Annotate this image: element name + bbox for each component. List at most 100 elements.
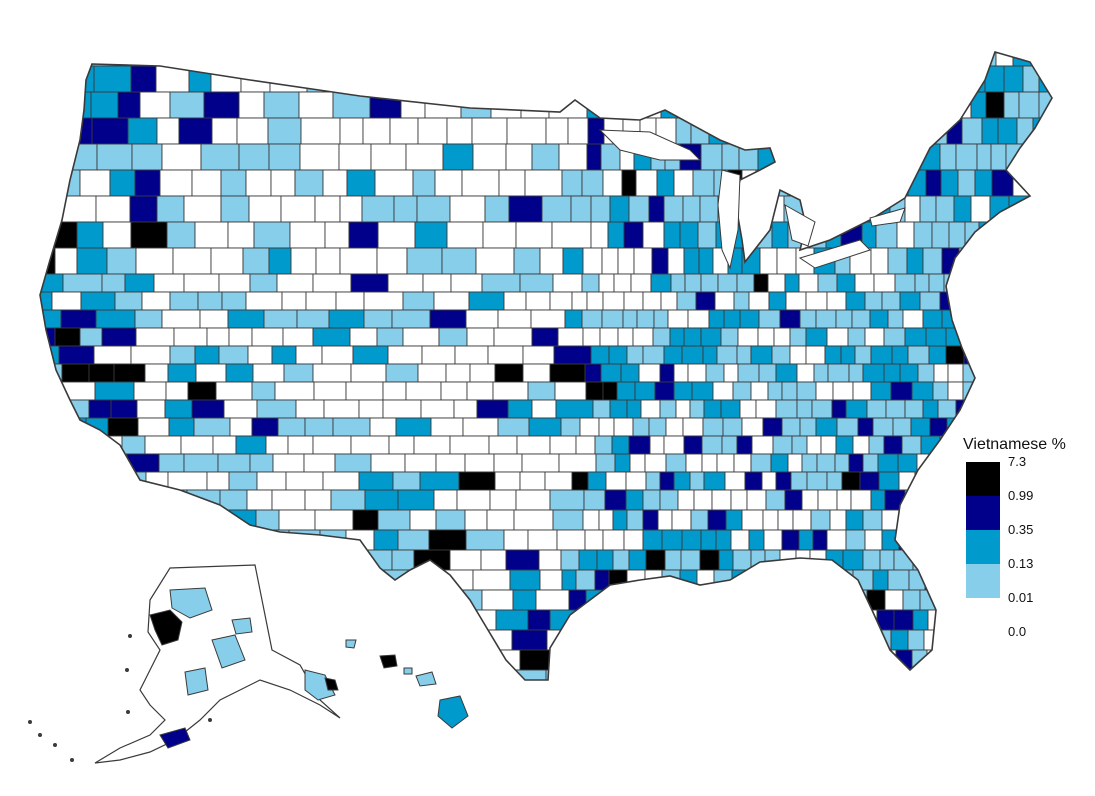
county — [887, 309, 904, 329]
county — [584, 363, 602, 383]
county — [169, 345, 196, 365]
county — [636, 309, 655, 329]
county — [725, 91, 744, 119]
county — [54, 529, 84, 551]
county — [112, 629, 148, 651]
county — [743, 65, 760, 93]
county — [57, 669, 83, 680]
county — [129, 195, 158, 223]
county — [582, 509, 600, 531]
county — [590, 195, 611, 223]
county — [482, 221, 517, 249]
county — [55, 381, 96, 401]
county — [990, 399, 1007, 419]
county — [389, 117, 419, 145]
county — [497, 417, 530, 437]
county — [937, 91, 956, 119]
county — [963, 345, 983, 365]
county — [870, 345, 893, 365]
county — [602, 169, 623, 197]
county — [771, 345, 791, 365]
county — [234, 529, 266, 551]
county — [1031, 169, 1052, 197]
county — [635, 609, 658, 631]
county — [601, 247, 619, 275]
county — [102, 221, 132, 249]
county — [827, 363, 850, 383]
county — [883, 435, 903, 455]
county — [904, 195, 921, 223]
county — [252, 363, 285, 383]
county — [40, 247, 56, 275]
county — [873, 273, 896, 293]
county — [159, 169, 193, 197]
county — [882, 52, 905, 67]
county — [614, 453, 631, 473]
county — [810, 509, 831, 531]
county — [932, 381, 949, 401]
county — [339, 247, 378, 275]
county — [40, 345, 60, 365]
county — [210, 247, 244, 275]
county — [167, 471, 208, 491]
county — [617, 327, 634, 347]
county — [449, 435, 490, 455]
county — [218, 345, 249, 365]
county — [931, 221, 950, 249]
county — [493, 327, 533, 347]
county — [40, 453, 58, 473]
county — [700, 327, 722, 347]
county — [1018, 690, 1037, 710]
county — [475, 247, 515, 275]
county — [718, 549, 734, 571]
county — [287, 435, 314, 455]
county — [822, 117, 840, 145]
county — [896, 65, 915, 93]
county — [1022, 381, 1043, 401]
county — [687, 309, 710, 329]
county — [672, 589, 688, 611]
county — [579, 609, 596, 631]
county — [919, 291, 941, 311]
county — [642, 529, 663, 551]
county — [268, 143, 301, 171]
county — [970, 195, 991, 223]
county — [711, 65, 730, 93]
county — [955, 399, 978, 419]
county — [131, 143, 163, 171]
county — [285, 471, 324, 491]
county — [1031, 649, 1047, 671]
county — [671, 509, 692, 531]
county — [661, 569, 681, 591]
county — [696, 569, 715, 591]
county — [153, 273, 185, 293]
county — [911, 381, 934, 401]
county — [902, 589, 921, 611]
county — [922, 247, 943, 275]
county — [376, 247, 408, 275]
county — [739, 309, 760, 329]
county — [1054, 570, 1075, 590]
county — [242, 247, 270, 275]
county — [248, 195, 282, 223]
county — [725, 609, 748, 631]
county — [218, 273, 251, 293]
county — [58, 345, 95, 365]
county — [628, 549, 647, 571]
county — [770, 629, 789, 651]
county — [869, 309, 889, 329]
county — [283, 363, 314, 383]
county — [838, 117, 855, 145]
county — [922, 399, 939, 419]
county — [134, 309, 163, 329]
county — [805, 291, 828, 311]
county — [571, 471, 589, 491]
county — [712, 381, 734, 401]
county — [729, 52, 745, 67]
county — [796, 91, 813, 119]
county — [585, 381, 604, 401]
county — [92, 509, 128, 531]
county — [957, 169, 976, 197]
county — [334, 453, 372, 473]
